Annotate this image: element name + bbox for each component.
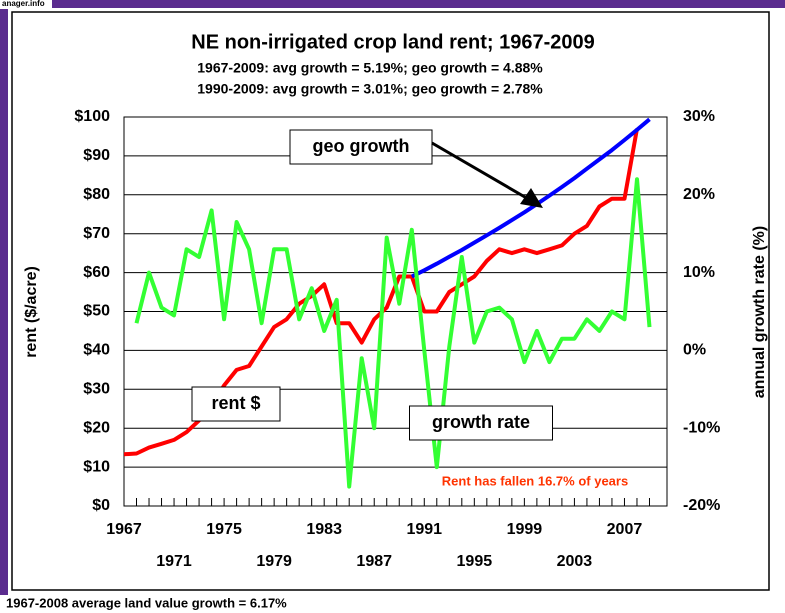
y-tick-label: $80 [83,186,110,203]
y-tick-label: $70 [83,225,110,242]
y-tick-label: $60 [83,264,110,281]
plot-frame [123,116,668,507]
legend-box [191,386,281,422]
y-tick-label: $30 [83,381,110,398]
chart-title: NE non-irrigated crop land rent; 1967-20… [191,31,594,53]
x-tick-label: 1991 [406,521,442,538]
legend-label: rent $ [211,393,260,413]
subtitle: 1990-2009: avg growth = 3.01%; geo growt… [197,81,543,97]
y2-tick-label: -10% [683,419,720,436]
arrow-head [520,188,543,208]
x-tick-label: 1979 [256,553,292,570]
y-tick-label: $100 [74,108,110,125]
x-tick-label: 1983 [306,521,342,538]
x-tick-label: 1987 [356,553,392,570]
series-line [134,177,652,489]
annotation: Rent has fallen 16.7% of years [442,473,628,488]
x-tick-label: 2003 [557,553,593,570]
x-tick-label: 1967 [106,521,142,538]
brand-box [0,0,52,9]
y-tick-label: $40 [83,342,110,359]
y-tick-label: $0 [92,497,110,514]
legend-label: geo growth [313,136,410,156]
subtitle: 1967-2009: avg growth = 5.19%; geo growt… [197,60,543,76]
legend-box [409,405,553,441]
left-band [0,0,8,595]
y-tick-label: $10 [83,458,110,475]
legend-label: growth rate [432,412,530,432]
top-band [0,0,785,8]
brand: anager.info [2,0,45,8]
x-tick-label: 1971 [156,553,192,570]
footer: 1967-2008 average land value growth = 6.… [6,595,287,610]
y-axis-label: rent ($/acre) [23,266,40,358]
y2-tick-label: 30% [683,108,715,125]
y-tick-label: $50 [83,303,110,320]
y2-tick-label: 0% [683,342,706,359]
x-tick-label: 1995 [457,553,493,570]
arrow [431,141,531,202]
legend-box [289,129,433,165]
x-tick-label: 2007 [607,521,643,538]
series-line [410,117,651,279]
y-tick-label: $90 [83,147,110,164]
y2-tick-label: 20% [683,186,715,203]
x-tick-label: 1975 [206,521,242,538]
x-tick-label: 1999 [507,521,543,538]
y2-tick-label: 10% [683,264,715,281]
y-tick-label: $20 [83,419,110,436]
y2-tick-label: -20% [683,497,720,514]
y2-axis-label: annual growth rate (%) [751,226,768,398]
